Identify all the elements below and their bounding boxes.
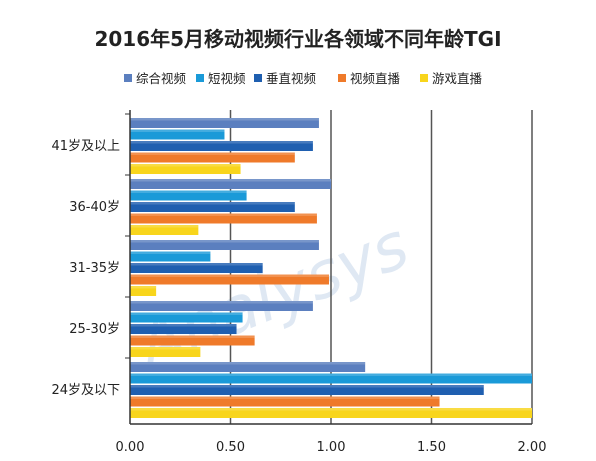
bar — [130, 335, 255, 346]
legend: 综合视频 短视频 垂直视频 视频直播 游戏直播 — [124, 71, 483, 86]
bar-highlight — [130, 129, 225, 132]
chart-title: 2016年5月移动视频行业各领域不同年龄TGI — [94, 27, 501, 51]
bar — [130, 213, 317, 224]
bar — [130, 347, 201, 357]
category-labels: 41岁及以上 36-40岁 31-35岁 25-30岁 24岁及以下 — [51, 139, 120, 398]
bar-highlight — [130, 324, 237, 327]
bar — [130, 408, 532, 418]
bar-highlight — [130, 373, 532, 376]
category-label: 24岁及以下 — [51, 383, 120, 398]
legend-label: 游戏直播 — [432, 71, 483, 86]
bar — [130, 385, 484, 395]
bar — [130, 129, 225, 140]
bar-highlight — [130, 202, 295, 205]
watermark: Analysys — [124, 209, 419, 385]
bar-highlight — [130, 408, 532, 411]
bar-highlight — [130, 347, 201, 350]
bar — [130, 274, 329, 285]
legend-label: 垂直视频 — [266, 71, 317, 86]
bars — [130, 118, 532, 418]
bar-highlight — [130, 396, 440, 399]
x-tick-label: 1.50 — [417, 440, 446, 455]
legend-swatch — [420, 74, 428, 82]
x-tick-label: 0.50 — [216, 440, 245, 455]
bar-highlight — [130, 118, 319, 121]
bar — [130, 164, 241, 174]
bar-highlight — [130, 312, 243, 315]
bar — [130, 118, 319, 128]
bar-highlight — [130, 213, 317, 216]
legend-swatch — [124, 74, 132, 82]
bar-highlight — [130, 362, 366, 365]
bar — [130, 141, 313, 151]
bar — [130, 373, 532, 384]
bar-highlight — [130, 179, 331, 182]
category-label: 36-40岁 — [69, 200, 120, 215]
bar — [130, 324, 237, 334]
bar — [130, 286, 157, 296]
bar — [130, 240, 319, 250]
bar-highlight — [130, 301, 313, 304]
bar — [130, 202, 295, 212]
legend-label: 短视频 — [208, 71, 246, 86]
category-label: 25-30岁 — [69, 322, 120, 337]
bar-highlight — [130, 263, 263, 266]
legend-label: 视频直播 — [350, 71, 401, 86]
x-tick-labels: 0.00 0.50 1.00 1.50 2.00 — [116, 440, 547, 455]
legend-label: 综合视频 — [136, 71, 187, 86]
legend-swatch — [254, 74, 262, 82]
bar — [130, 312, 243, 323]
bar — [130, 190, 247, 201]
bar — [130, 301, 313, 311]
bar-highlight — [130, 164, 241, 167]
bar-highlight — [130, 152, 295, 155]
bar-highlight — [130, 335, 255, 338]
axes — [125, 110, 532, 425]
bar — [130, 396, 440, 407]
bar-highlight — [130, 190, 247, 193]
legend-swatch — [196, 74, 204, 82]
legend-swatch — [338, 74, 346, 82]
bar-highlight — [130, 251, 211, 254]
bar — [130, 152, 295, 163]
bar-highlight — [130, 225, 199, 228]
category-label: 41岁及以上 — [51, 139, 120, 154]
bar-highlight — [130, 385, 484, 388]
x-tick-label: 1.00 — [317, 440, 346, 455]
x-tick-label: 0.00 — [116, 440, 145, 455]
bar-highlight — [130, 286, 157, 289]
bar — [130, 263, 263, 273]
bar-highlight — [130, 141, 313, 144]
bar — [130, 251, 211, 262]
x-tick-label: 2.00 — [518, 440, 547, 455]
bar — [130, 362, 366, 372]
bar-highlight — [130, 240, 319, 243]
category-label: 31-35岁 — [69, 261, 120, 276]
bar — [130, 179, 331, 189]
bar-highlight — [130, 274, 329, 277]
bar — [130, 225, 199, 235]
